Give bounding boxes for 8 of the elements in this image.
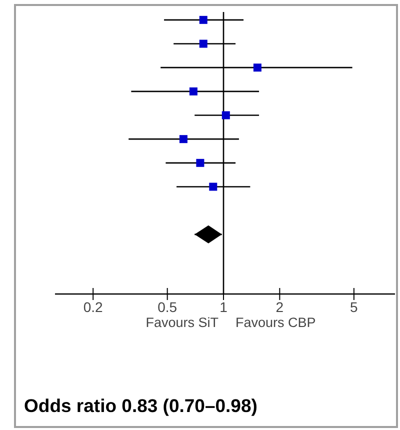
text: Favours SiT	[146, 315, 219, 330]
x-tick-label: 2	[276, 299, 284, 315]
x-tick-label: 5	[350, 299, 358, 315]
text: Favours CBP	[236, 315, 316, 330]
x-tick-label: 0.5	[158, 299, 178, 315]
x-tick-label: 1	[220, 299, 228, 315]
text: Odds ratio 0.83 (0.70–0.98)	[24, 395, 258, 416]
x-tick-label: 0.2	[83, 299, 104, 315]
